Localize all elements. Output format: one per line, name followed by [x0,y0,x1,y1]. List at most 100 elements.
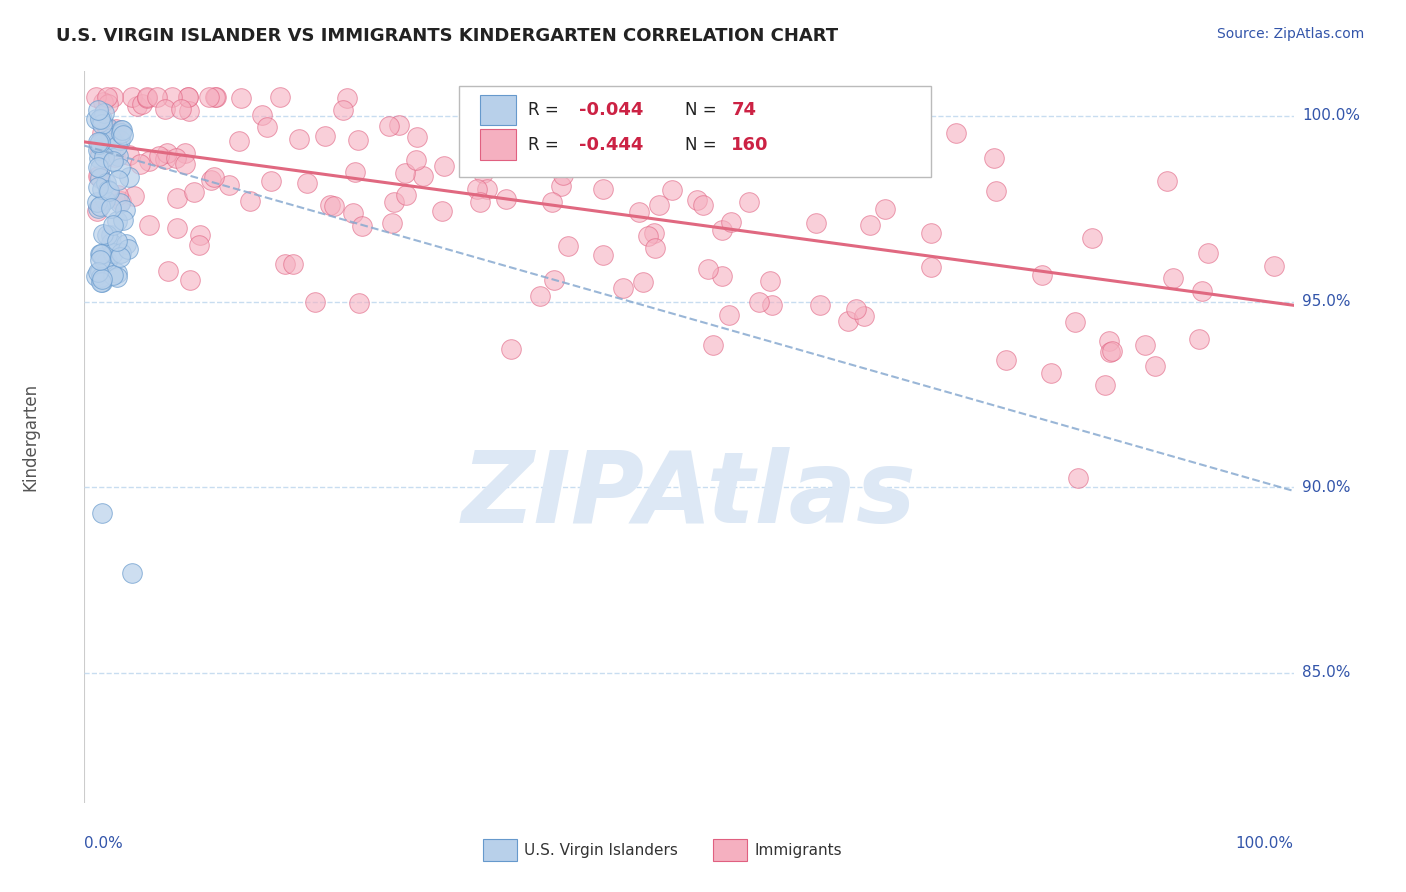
Point [93,134,115,148]
Point [187,237,209,252]
Point [557,239,579,253]
Point [612,281,634,295]
Point [148,148,170,162]
Point [274,257,297,271]
Text: 160: 160 [731,136,769,153]
Point [112,128,135,143]
Text: U.S. Virgin Islanders: U.S. Virgin Islanders [524,843,678,858]
Point [89,246,111,260]
Point [86,265,108,279]
Point [198,90,221,104]
Point [103,268,125,283]
Point [121,90,143,104]
Point [118,169,141,184]
Point [412,169,434,183]
Point [218,178,240,192]
Point [90,270,112,285]
Point [432,204,454,219]
Point [90,247,112,261]
Point [89,252,111,267]
Point [87,103,110,117]
Point [1067,471,1090,485]
Point [202,169,225,184]
Point [129,157,152,171]
Point [87,143,110,157]
Point [166,190,188,204]
Point [550,179,572,194]
Point [105,213,128,227]
Point [87,136,110,151]
Point [93,105,115,120]
Point [592,182,614,196]
Point [628,205,651,219]
Text: Source: ZipAtlas.com: Source: ZipAtlas.com [1216,27,1364,41]
Point [177,90,200,104]
Point [162,90,184,104]
Point [592,248,614,262]
Point [108,133,131,147]
Point [1263,259,1285,273]
Point [229,91,252,105]
Point [121,566,143,580]
Point [104,122,127,136]
Text: R =: R = [529,136,564,153]
Point [509,140,531,154]
Point [228,134,250,148]
Point [89,112,111,126]
Point [87,180,110,194]
Point [388,118,411,132]
Point [107,149,129,163]
Point [91,112,114,126]
Point [94,136,117,151]
Point [342,206,364,220]
Point [576,118,599,132]
Point [738,195,761,210]
Point [96,228,118,243]
Point [343,165,366,179]
Point [381,216,404,230]
Point [110,250,132,264]
Point [156,146,179,161]
Point [718,308,741,322]
Point [648,198,671,212]
Point [495,193,517,207]
Point [405,153,427,168]
Point [1039,366,1062,380]
Point [1031,268,1053,283]
Point [93,227,115,241]
Point [472,166,495,180]
Point [748,294,770,309]
Point [153,102,176,116]
Point [696,261,718,276]
Point [100,131,122,145]
Point [173,156,195,170]
Text: 100.0%: 100.0% [1236,836,1294,851]
Point [107,173,129,187]
Point [1101,343,1123,358]
Point [644,242,666,256]
Point [1161,271,1184,285]
Point [103,154,125,169]
Text: Immigrants: Immigrants [754,843,842,858]
Point [853,309,876,323]
Point [332,103,354,117]
Point [100,235,122,250]
Point [1133,338,1156,352]
Point [86,195,108,210]
Point [103,246,125,260]
Point [1156,174,1178,188]
Point [336,91,359,105]
Point [94,176,117,190]
Point [87,169,110,183]
Point [89,145,111,159]
Point [138,153,160,168]
Point [347,296,370,310]
Point [91,95,114,110]
Point [156,264,179,278]
Point [114,202,136,217]
Bar [713,839,747,862]
Point [188,227,211,242]
Point [84,268,107,283]
Text: 95.0%: 95.0% [1302,294,1350,309]
Point [96,253,118,268]
